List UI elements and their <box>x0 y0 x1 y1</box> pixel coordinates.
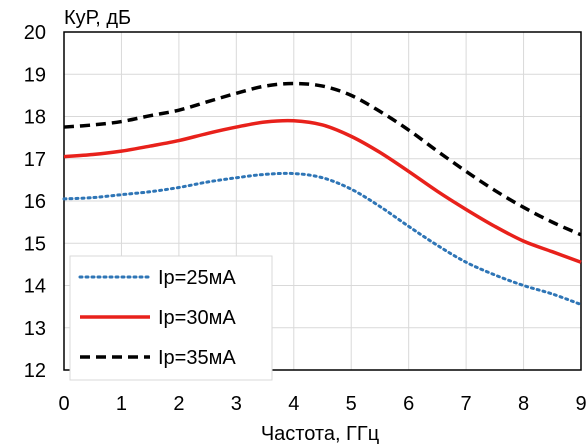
y-tick-label-19: 19 <box>24 64 46 86</box>
series-line-1 <box>62 171 583 307</box>
x-tick-label-2: 2 <box>173 393 184 415</box>
series-line-3 <box>63 81 582 237</box>
x-tick-labels: 0 1 2 3 4 5 6 7 8 9 <box>58 393 586 415</box>
legend-label-1: Ip=25мА <box>158 267 236 289</box>
x-tick-label-9: 9 <box>575 393 586 415</box>
x-tick-label-4: 4 <box>288 393 299 415</box>
y-tick-labels: 12 13 14 15 16 17 18 19 20 <box>24 22 46 382</box>
y-tick-label-14: 14 <box>24 276 46 298</box>
y-tick-label-18: 18 <box>24 107 46 129</box>
x-axis-title: Частота, ГГц <box>261 423 379 445</box>
x-tick-label-0: 0 <box>58 393 69 415</box>
x-tick-label-3: 3 <box>231 393 242 415</box>
x-tick-label-5: 5 <box>346 393 357 415</box>
y-tick-label-15: 15 <box>24 233 46 255</box>
y-tick-label-20: 20 <box>24 22 46 44</box>
x-tick-label-1: 1 <box>116 393 127 415</box>
legend-label-2: Ip=30мА <box>158 307 236 329</box>
legend-label-3: Ip=35мА <box>158 347 236 369</box>
grid-layer <box>63 31 582 371</box>
y-axis-title: КуР, дБ <box>64 7 131 29</box>
series-line-2 <box>63 118 582 264</box>
legend-items: Ip=25мА Ip=30мА Ip=35мА <box>78 267 236 369</box>
plot-frame <box>63 31 582 371</box>
y-tick-label-13: 13 <box>24 318 46 340</box>
y-tick-label-12: 12 <box>24 360 46 382</box>
series-layer <box>62 81 583 307</box>
x-tick-label-7: 7 <box>461 393 472 415</box>
y-tick-label-16: 16 <box>24 191 46 213</box>
x-tick-label-8: 8 <box>518 393 529 415</box>
x-tick-label-6: 6 <box>403 393 414 415</box>
legend: Ip=25мА Ip=30мА Ip=35мА <box>69 255 273 381</box>
y-tick-label-17: 17 <box>24 149 46 171</box>
